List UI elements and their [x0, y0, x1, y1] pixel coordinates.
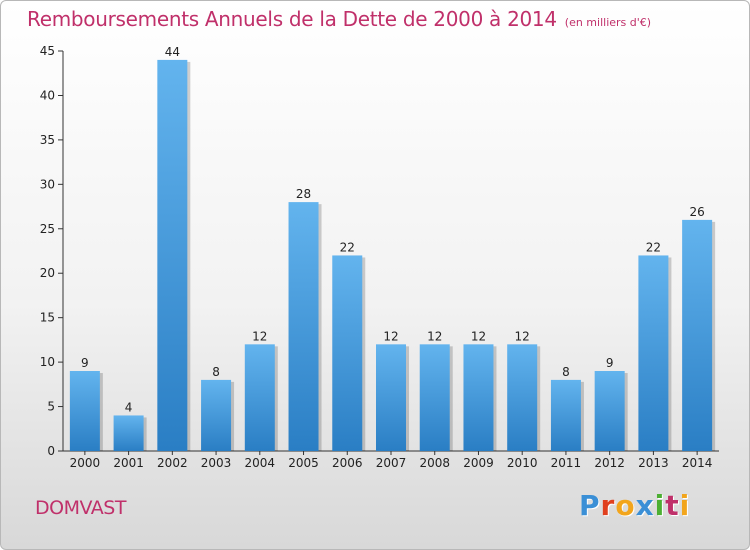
title-line: Remboursements Annuels de la Dette de 20…: [27, 7, 651, 31]
x-tick-label: 2003: [201, 456, 232, 470]
logo-letter: t: [665, 489, 680, 522]
x-tick-label: 2012: [594, 456, 625, 470]
bar: [550, 379, 581, 451]
bar-value-label: 28: [296, 187, 311, 201]
y-tick-label: 20: [40, 266, 55, 280]
x-tick-label: 2011: [551, 456, 582, 470]
x-tick-label: 2013: [638, 456, 669, 470]
x-tick-label: 2014: [682, 456, 713, 470]
commune-name: DOMVAST: [35, 497, 126, 519]
x-tick-label: 2008: [419, 456, 450, 470]
bar: [157, 59, 188, 452]
bar-value-label: 12: [427, 329, 442, 343]
bar-value-label: 44: [165, 45, 180, 59]
x-tick-label: 2004: [245, 456, 276, 470]
logo-letter: i: [654, 489, 666, 522]
bar: [201, 379, 232, 451]
y-tick-label: 10: [40, 355, 55, 369]
bar: [113, 415, 144, 451]
logo-letter: P: [579, 489, 601, 522]
y-tick-label: 15: [40, 311, 55, 325]
bar: [682, 219, 713, 451]
x-tick-label: 2007: [376, 456, 407, 470]
bar-value-label: 22: [340, 240, 355, 254]
x-tick-label: 2000: [70, 456, 101, 470]
x-tick-label: 2002: [157, 456, 188, 470]
bar-value-label: 8: [562, 365, 570, 379]
logo-letter: i: [679, 489, 691, 522]
bar: [244, 344, 275, 451]
logo-letter: x: [635, 489, 655, 522]
y-tick-label: 5: [47, 400, 55, 414]
proxiti-logo: Proxiti: [579, 489, 690, 522]
bar-value-label: 4: [125, 400, 133, 414]
bar-value-label: 22: [646, 240, 661, 254]
bar: [594, 371, 625, 451]
logo-letter: r: [600, 489, 616, 522]
x-tick-label: 2006: [332, 456, 363, 470]
y-tick-label: 40: [40, 88, 55, 102]
y-tick-label: 25: [40, 222, 55, 236]
bar: [376, 344, 406, 451]
bar: [638, 255, 669, 451]
bar: [419, 344, 450, 451]
x-tick-label: 2005: [288, 456, 319, 470]
x-axis: 2000 2001 2002 2003 2004 2005 2006 2007 2008 2009…: [63, 450, 719, 470]
y-axis: 0 5 10 15 20 25 30 35 40 45: [40, 44, 64, 458]
bar-value-label: 12: [252, 329, 267, 343]
chart-title: Remboursements Annuels de la Dette de 20…: [27, 7, 557, 31]
bar-value-label: 8: [212, 365, 220, 379]
bar-value-label: 9: [606, 356, 614, 370]
bars: [69, 59, 716, 452]
x-tick-label: 2001: [113, 456, 144, 470]
bar: [463, 344, 494, 451]
y-tick-label: 0: [47, 444, 55, 458]
bar-value-label: 26: [689, 205, 704, 219]
y-tick-label: 30: [40, 177, 55, 191]
x-tick-label: 2009: [463, 456, 494, 470]
y-tick-label: 35: [40, 133, 55, 147]
bar-value-label: 12: [515, 329, 530, 343]
bar: [288, 202, 319, 451]
bar-value-label: 9: [81, 356, 89, 370]
bar: [69, 371, 100, 451]
bar-value-label: 12: [471, 329, 486, 343]
x-tick-label: 2010: [507, 456, 538, 470]
chart-subtitle: (en milliers d'€): [564, 16, 652, 29]
bar: [507, 344, 538, 451]
logo-letter: o: [615, 489, 636, 522]
bar-value-label: 12: [383, 329, 398, 343]
y-tick-label: 45: [40, 44, 55, 58]
bar: [332, 255, 363, 451]
